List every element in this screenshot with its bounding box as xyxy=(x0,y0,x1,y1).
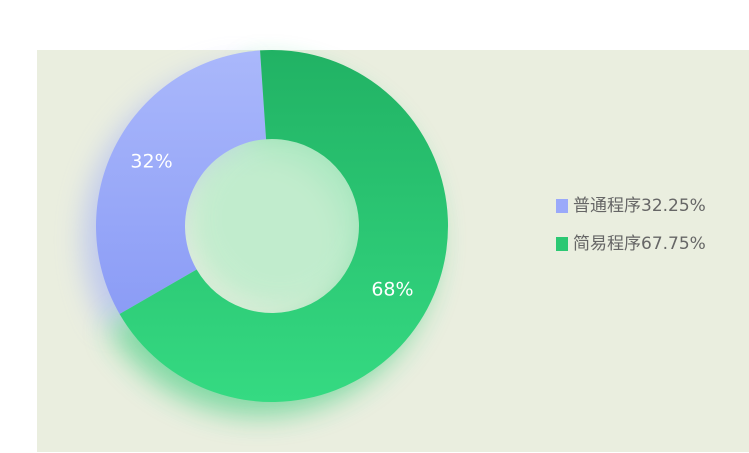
slice xyxy=(95,50,267,315)
legend-swatch xyxy=(556,237,568,251)
legend-label: 简易程序67.75% xyxy=(573,234,706,254)
data-label: 32% xyxy=(130,150,172,172)
data-label: 68% xyxy=(371,279,413,301)
inner-glow xyxy=(187,125,373,311)
legend-swatch xyxy=(556,199,568,213)
slice xyxy=(119,50,448,403)
legend-label: 普通程序32.25% xyxy=(573,196,706,216)
